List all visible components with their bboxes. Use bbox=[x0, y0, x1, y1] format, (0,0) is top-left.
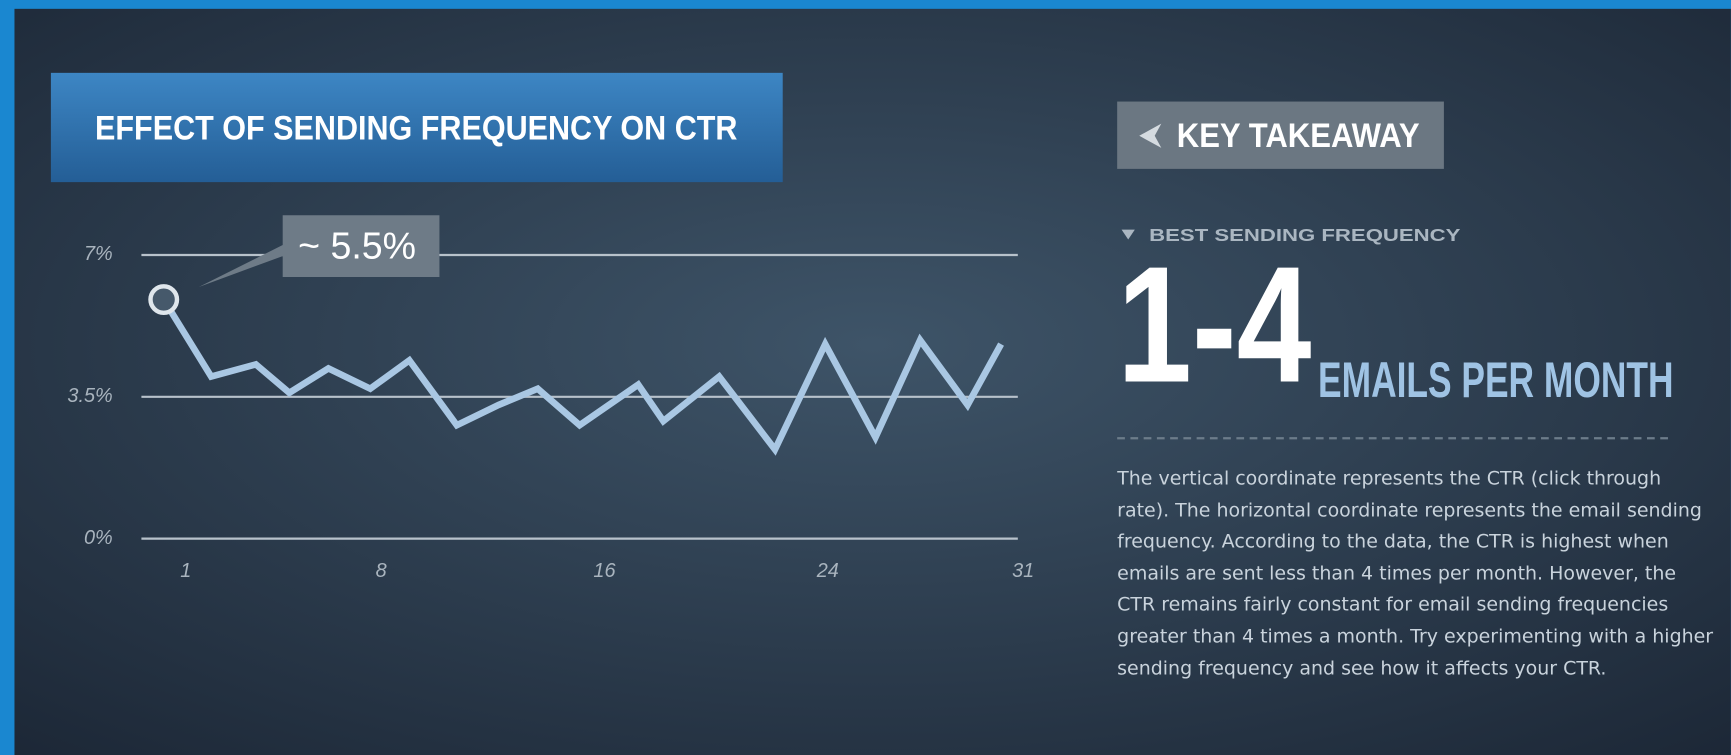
highlight-marker bbox=[148, 284, 180, 316]
takeaway-heading: KEY TAKEAWAY bbox=[1177, 117, 1420, 155]
callout bbox=[198, 215, 440, 287]
chart-title: EFFECT OF SENDING FREQUENCY ON CTR bbox=[95, 109, 737, 147]
big-number: 1-4 bbox=[1117, 232, 1311, 417]
x-tick-label: 24 bbox=[816, 560, 839, 582]
line bbox=[160, 297, 1004, 456]
x-tick-label: 8 bbox=[376, 560, 387, 582]
y-tick-label: 0% bbox=[84, 527, 113, 549]
description: The vertical coordinate represents the C… bbox=[1117, 468, 1714, 680]
takeaway-box bbox=[1117, 101, 1444, 169]
down-icon bbox=[1121, 229, 1135, 240]
x-tick-label: 16 bbox=[593, 560, 616, 582]
annotation: ~ 5.5% bbox=[298, 224, 416, 266]
y-tick-label: 7% bbox=[84, 243, 113, 265]
x-tick-label: 1 bbox=[180, 560, 191, 582]
subheading: BEST SENDING FREQUENCY bbox=[1149, 225, 1461, 245]
unit: EMAILS PER MONTH bbox=[1318, 352, 1673, 408]
description-box: The vertical coordinate represents the C… bbox=[1117, 468, 1714, 680]
y-tick-label: 3.5% bbox=[67, 385, 112, 407]
arrow-icon bbox=[1139, 123, 1162, 148]
x-tick-label: 31 bbox=[1012, 560, 1034, 582]
plot: 0% 3.5% 7% 1 8 16 24 31 bbox=[67, 243, 1034, 582]
title-banner bbox=[50, 72, 783, 183]
